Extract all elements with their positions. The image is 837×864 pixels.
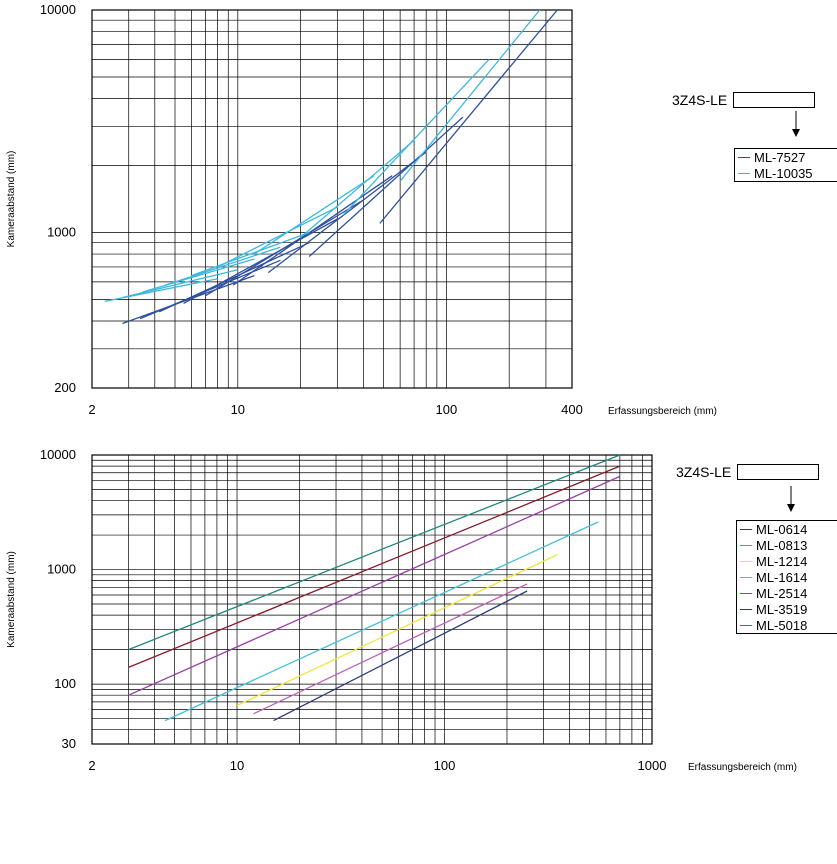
- top-legend: ML-7527 ML-10035: [734, 148, 837, 182]
- series-line-ml-10035: [104, 278, 218, 303]
- bottom-model-field: [737, 464, 820, 480]
- x-tick-label: 10: [231, 402, 245, 417]
- series-line-ml-1214: [236, 554, 558, 707]
- x-tick-label: 1000: [638, 758, 667, 773]
- bottom-legend-label: ML-2514: [756, 585, 808, 601]
- series-line-ml-10035: [165, 246, 281, 286]
- x-axis-label: Erfassungsbereich (mm): [688, 762, 797, 773]
- bottom-legend: ML-0614 ML-0813 ML-1214 ML-1614 ML-2514 ML-35…: [736, 520, 837, 634]
- bottom-legend-swatch: [740, 528, 752, 530]
- top-legend-header-label: 3Z4S-LE: [672, 92, 728, 108]
- bottom-legend-label: ML-0614: [756, 521, 808, 537]
- series-line-ml-10035: [217, 206, 338, 268]
- x-axis-label: Erfassungsbereich (mm): [608, 406, 717, 417]
- top-legend-header: 3Z4S-LE: [672, 92, 816, 108]
- x-tick-label: 400: [561, 402, 583, 417]
- top-legend-item: ML-10035: [735, 165, 837, 181]
- x-tick-label: 100: [434, 758, 456, 773]
- series-line-ml-0813: [253, 583, 528, 715]
- bottom-legend-item: ML-0614: [737, 521, 837, 537]
- bottom-legend-item: ML-5018: [737, 617, 837, 633]
- bottom-legend-label: ML-0813: [756, 537, 808, 553]
- bottom-legend-swatch: [740, 544, 752, 546]
- series-line-ml-10035: [342, 58, 490, 216]
- series-line-ml-0614: [273, 590, 528, 722]
- chart-2: 2 10 100 1000 30 100 1000 10000 Erfassungsbereic…: [6, 447, 797, 773]
- x-tick-label: 100: [436, 402, 458, 417]
- y-tick-label: 10000: [40, 2, 76, 17]
- series-line-ml-7527: [379, 9, 558, 224]
- series-line-ml-3519: [128, 465, 621, 669]
- top-legend-arrow-icon: [792, 111, 800, 137]
- series-line-ml-10035: [300, 139, 415, 238]
- top-legend-swatch: [738, 156, 750, 158]
- series-group: [128, 454, 621, 722]
- bottom-legend-swatch: [740, 576, 752, 578]
- top-model-field: [733, 92, 816, 108]
- bottom-legend-header: 3Z4S-LE: [676, 464, 820, 480]
- y-tick-label: 1000: [47, 224, 76, 239]
- y-tick-label: 30: [62, 736, 76, 751]
- y-axis-label: Kameraabstand (mm): [6, 151, 17, 248]
- series-line-ml-7527: [267, 151, 427, 274]
- bottom-legend-arrow-icon: [787, 486, 795, 512]
- top-legend-label: ML-10035: [754, 165, 813, 181]
- bottom-legend-header-label: 3Z4S-LE: [676, 464, 732, 480]
- series-line-ml-5018: [128, 454, 621, 651]
- y-tick-label: 10000: [40, 447, 76, 462]
- series-line-ml-1614: [164, 521, 599, 722]
- series-group: [104, 9, 558, 325]
- series-line-ml-10035: [142, 258, 255, 293]
- plot-frame: [91, 9, 573, 389]
- top-legend-item: ML-7527: [735, 149, 837, 165]
- bottom-legend-swatch: [740, 592, 752, 594]
- y-axis-label: Kameraabstand (mm): [6, 551, 17, 648]
- bottom-legend-label: ML-3519: [756, 601, 808, 617]
- x-tick-label: 10: [230, 758, 244, 773]
- x-tick-label: 2: [88, 758, 95, 773]
- y-tick-label: 200: [54, 380, 76, 395]
- top-legend-swatch: [738, 172, 750, 174]
- bottom-legend-item: ML-2514: [737, 585, 837, 601]
- bottom-legend-label: ML-5018: [756, 617, 808, 633]
- top-legend-label: ML-7527: [754, 149, 806, 165]
- bottom-legend-label: ML-1614: [756, 569, 808, 585]
- y-tick-label: 1000: [47, 562, 76, 577]
- bottom-legend-item: ML-1614: [737, 569, 837, 585]
- x-tick-label: 2: [88, 402, 95, 417]
- series-line-ml-7527: [122, 274, 255, 325]
- grid: [92, 455, 652, 744]
- bottom-legend-item: ML-0813: [737, 537, 837, 553]
- series-line-ml-7527: [308, 116, 464, 257]
- bottom-legend-swatch: [740, 560, 752, 562]
- bottom-legend-swatch: [740, 608, 752, 610]
- grid: [92, 10, 572, 388]
- bottom-legend-item: ML-3519: [737, 601, 837, 617]
- series-line-ml-10035: [191, 231, 310, 277]
- series-line-ml-10035: [122, 269, 238, 299]
- bottom-legend-item: ML-1214: [737, 553, 837, 569]
- chart-1: 2 10 100 400 200 1000 10000 Erfassungsbereich (…: [6, 2, 717, 417]
- series-line-ml-2514: [128, 475, 621, 696]
- bottom-legend-label: ML-1214: [756, 553, 808, 569]
- series-line-ml-10035: [399, 9, 541, 182]
- series-line-ml-10035: [253, 175, 375, 255]
- bottom-legend-swatch: [740, 624, 752, 626]
- y-tick-label: 100: [54, 676, 76, 691]
- plot-frame: [91, 454, 653, 745]
